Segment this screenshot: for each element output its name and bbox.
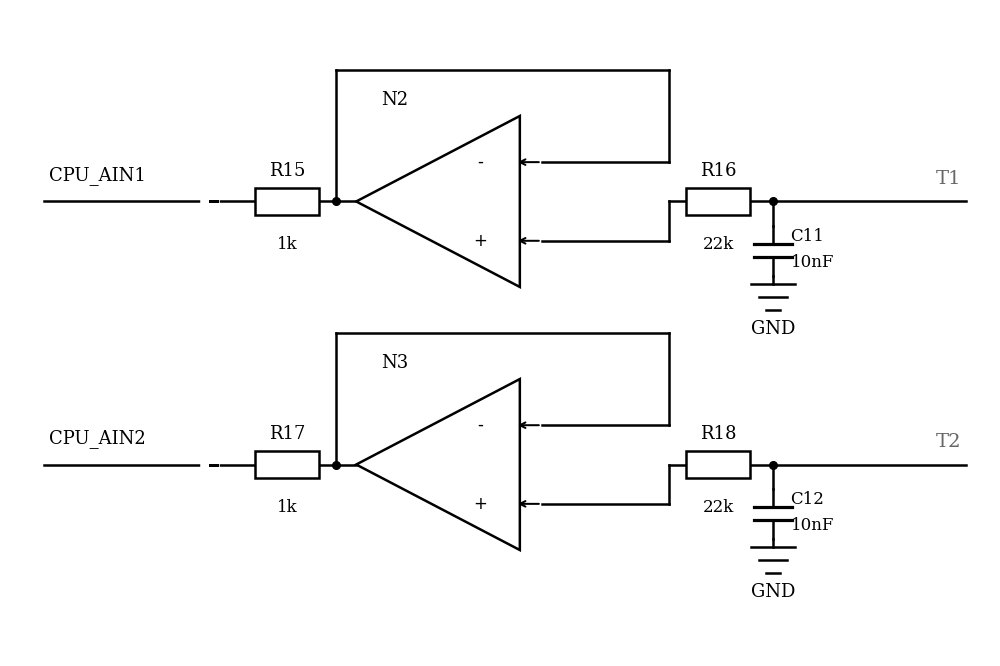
- Text: GND: GND: [751, 583, 795, 601]
- Bar: [255, 451, 319, 478]
- Text: 10nF: 10nF: [791, 517, 834, 534]
- Text: R17: R17: [269, 426, 305, 444]
- Text: GND: GND: [751, 320, 795, 338]
- Text: N2: N2: [381, 91, 408, 109]
- Text: R18: R18: [700, 426, 736, 444]
- Text: -: -: [477, 153, 483, 171]
- Text: R15: R15: [269, 163, 305, 180]
- Text: CPU_AIN1: CPU_AIN1: [49, 166, 146, 185]
- Text: R16: R16: [700, 163, 736, 180]
- Bar: [255, 188, 319, 215]
- Text: 1k: 1k: [276, 499, 297, 515]
- Text: CPU_AIN2: CPU_AIN2: [49, 429, 146, 448]
- Text: N3: N3: [381, 354, 408, 372]
- Text: C12: C12: [791, 491, 824, 508]
- Text: 22k: 22k: [703, 236, 734, 252]
- Bar: [686, 451, 750, 478]
- Text: 22k: 22k: [703, 499, 734, 515]
- Text: -: -: [477, 416, 483, 434]
- Text: 10nF: 10nF: [791, 254, 834, 271]
- Text: 1k: 1k: [276, 236, 297, 252]
- Text: T2: T2: [936, 434, 961, 452]
- Text: +: +: [473, 232, 487, 250]
- Text: T1: T1: [936, 170, 961, 188]
- Bar: [686, 188, 750, 215]
- Text: C11: C11: [791, 228, 824, 245]
- Text: +: +: [473, 495, 487, 513]
